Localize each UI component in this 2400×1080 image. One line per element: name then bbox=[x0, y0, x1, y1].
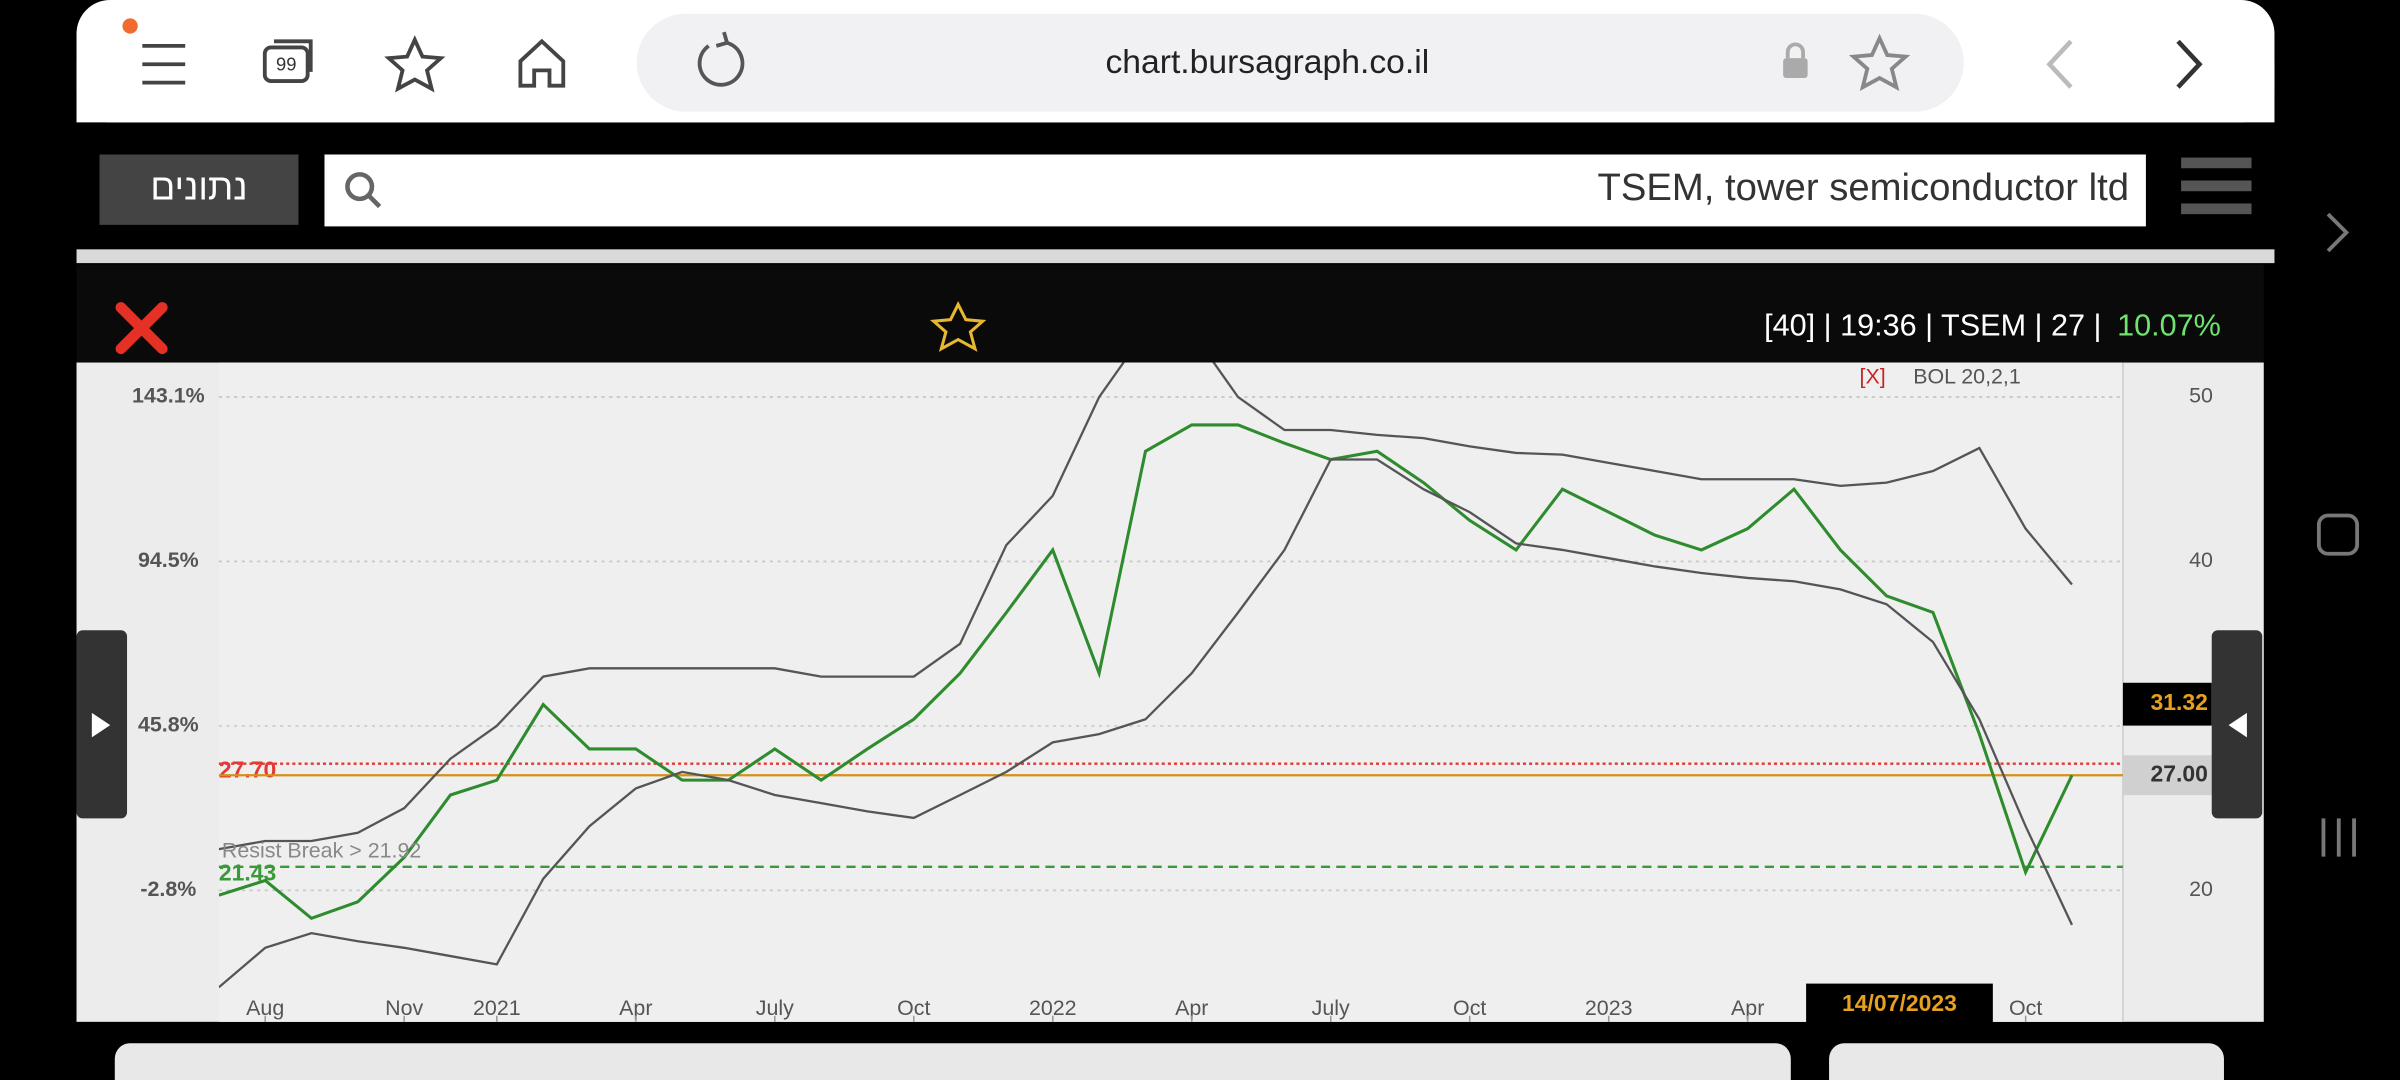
band-line bbox=[218, 362, 2073, 851]
lock-icon bbox=[1783, 58, 1808, 79]
notification-dot bbox=[122, 18, 138, 34]
url[interactable]: chart.bursagraph.co.il bbox=[1105, 44, 1429, 81]
x-tick-label: Oct bbox=[897, 996, 930, 1020]
cursor-date: 14/07/2023 bbox=[1842, 990, 1957, 1016]
search-query[interactable]: TSEM, tower semiconductor ltd bbox=[1597, 166, 2129, 209]
home-icon[interactable] bbox=[518, 38, 566, 88]
close-chart[interactable] bbox=[115, 302, 168, 355]
x-tick-label: Apr bbox=[1731, 996, 1764, 1020]
star[interactable] bbox=[929, 300, 987, 352]
x-tick-label: July bbox=[1312, 996, 1350, 1020]
level-box bbox=[2122, 755, 2212, 796]
band-line bbox=[218, 458, 2074, 989]
next-arrow bbox=[2228, 712, 2247, 738]
x-tick-label: Nov bbox=[385, 996, 423, 1020]
chart-header bbox=[76, 264, 2264, 363]
x-tick-label: 2022 bbox=[1029, 996, 1077, 1020]
search-input[interactable] bbox=[324, 154, 2146, 227]
level-label: 27.70 bbox=[219, 756, 276, 782]
resist-note: Resist Break > 21.92 bbox=[222, 839, 421, 863]
cursor-date-box bbox=[1806, 983, 1993, 1027]
bottom-card[interactable] bbox=[114, 1043, 1791, 1080]
favorite-icon[interactable] bbox=[1848, 33, 1911, 91]
legend-close[interactable]: [X] bbox=[1860, 364, 1886, 388]
forward-button[interactable] bbox=[2176, 39, 2203, 89]
prev-arrow bbox=[91, 712, 111, 738]
reload-icon[interactable] bbox=[697, 40, 745, 87]
data-button-label[interactable]: נתונים bbox=[150, 166, 247, 207]
bottom-card[interactable] bbox=[1829, 1043, 2224, 1080]
data-button[interactable] bbox=[99, 154, 299, 225]
nav-expand[interactable] bbox=[2326, 212, 2350, 253]
x-tick-label: Aug bbox=[246, 996, 284, 1020]
nav-home[interactable] bbox=[2316, 513, 2360, 556]
bookmarks-icon[interactable] bbox=[384, 35, 446, 93]
hamburger[interactable] bbox=[2181, 157, 2252, 215]
y-tick-label: 40 bbox=[2189, 548, 2213, 572]
x-tick-label: Oct bbox=[1453, 996, 1486, 1020]
price-line bbox=[218, 423, 2074, 921]
reload-arrow bbox=[715, 31, 729, 48]
plot-bg bbox=[218, 362, 2123, 1022]
lock-shackle bbox=[1785, 42, 1805, 59]
y2-tick-label: 94.5% bbox=[138, 548, 199, 572]
x-tick-label: Apr bbox=[619, 996, 652, 1020]
search-icon-handle bbox=[367, 194, 382, 209]
x-tick-label: Oct bbox=[2009, 996, 2042, 1020]
x-tick-label: 2021 bbox=[473, 996, 521, 1020]
y2-tick-label: 45.8% bbox=[138, 713, 199, 737]
menu-icon[interactable] bbox=[142, 43, 186, 85]
plot: 143.1% 94.5% 45.8% -2.8% 20 40 50 Aug Nov 2021 Apr… bbox=[132, 362, 2213, 1022]
tabs-icon[interactable]: 99 bbox=[262, 39, 313, 83]
search-icon bbox=[345, 172, 375, 202]
level-label: 27.00 bbox=[2150, 760, 2207, 786]
y-tick-label: 20 bbox=[2189, 877, 2213, 901]
x-tick-label: July bbox=[756, 996, 794, 1020]
y2-tick-label: 143.1% bbox=[132, 384, 205, 408]
tab-count: 99 bbox=[276, 54, 296, 75]
back-button[interactable] bbox=[2046, 39, 2073, 89]
price-marker-box bbox=[2122, 682, 2212, 726]
legend: BOL 20,2,1 bbox=[1913, 364, 2021, 388]
divider bbox=[76, 249, 2275, 264]
y-tick-label: 50 bbox=[2189, 384, 2213, 408]
chart-change: 10.07% bbox=[2117, 308, 2221, 342]
x-tick-label: Apr bbox=[1175, 996, 1208, 1020]
chart-info: [40] | 19:36 | TSEM | 27 | bbox=[1764, 308, 2101, 342]
url-pill[interactable] bbox=[636, 13, 1964, 112]
y2-tick-label: -2.8% bbox=[140, 877, 196, 901]
x-tick-label: 2023 bbox=[1585, 996, 1633, 1020]
nav-recents[interactable] bbox=[2321, 818, 2356, 857]
price-marker-label: 31.32 bbox=[2150, 689, 2207, 715]
